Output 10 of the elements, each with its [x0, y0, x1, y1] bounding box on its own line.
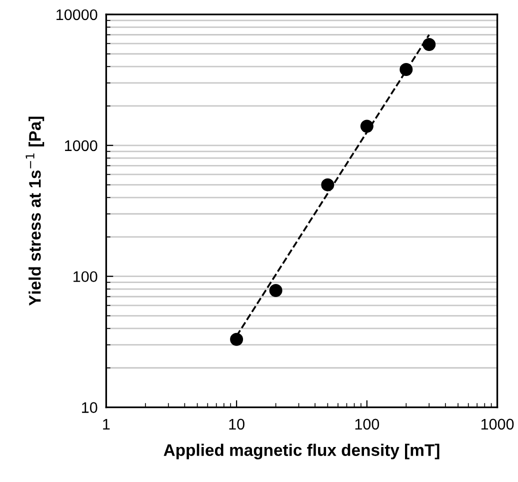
y-tick-label: 10000: [56, 9, 98, 20]
x-axis-title: Applied magnetic flux density [mT]: [164, 444, 440, 460]
x-tick-label: 100: [355, 418, 380, 430]
y-axis-title: Yield stress at 1s$^{−1}$ [Pa]: [26, 116, 44, 306]
y-tick-label: 100: [74, 271, 98, 282]
x-tick-label: 1000: [481, 418, 514, 430]
x-tick-label: 1: [103, 418, 110, 430]
y-tick-label: 10: [82, 402, 98, 413]
x-tick-label: 10: [229, 418, 244, 430]
y-tick-label: 1000: [65, 140, 98, 152]
